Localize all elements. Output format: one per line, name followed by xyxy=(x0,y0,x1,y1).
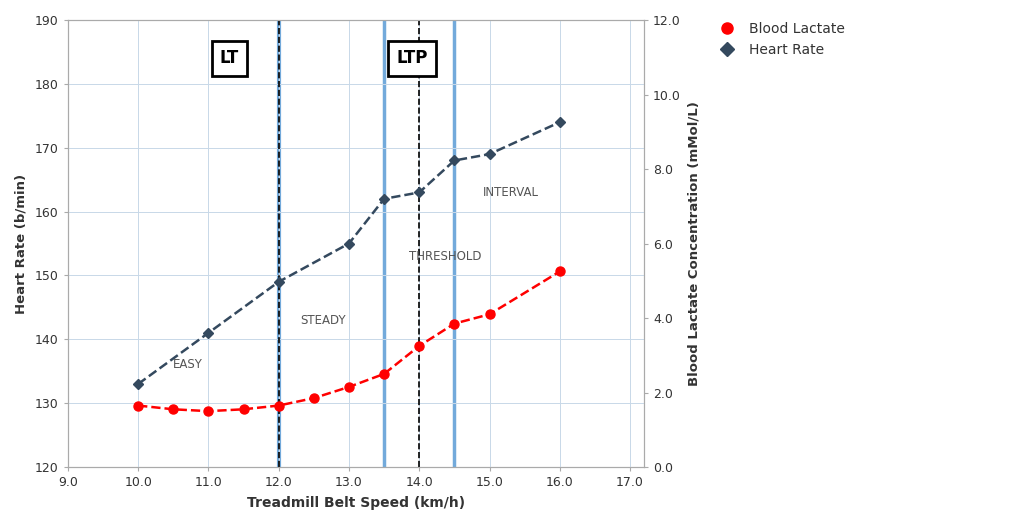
Text: INTERVAL: INTERVAL xyxy=(482,186,539,199)
Text: LT: LT xyxy=(220,49,240,67)
Text: EASY: EASY xyxy=(173,359,203,371)
Legend: Blood Lactate, Heart Rate: Blood Lactate, Heart Rate xyxy=(709,18,849,61)
Text: LTP: LTP xyxy=(396,49,428,67)
X-axis label: Treadmill Belt Speed (km/h): Treadmill Belt Speed (km/h) xyxy=(247,496,465,510)
Y-axis label: Blood Lactate Concentration (mMol/L): Blood Lactate Concentration (mMol/L) xyxy=(688,101,701,386)
Y-axis label: Heart Rate (b/min): Heart Rate (b/min) xyxy=(15,173,28,313)
Text: STEADY: STEADY xyxy=(300,313,345,327)
Text: THRESHOLD: THRESHOLD xyxy=(409,250,481,263)
